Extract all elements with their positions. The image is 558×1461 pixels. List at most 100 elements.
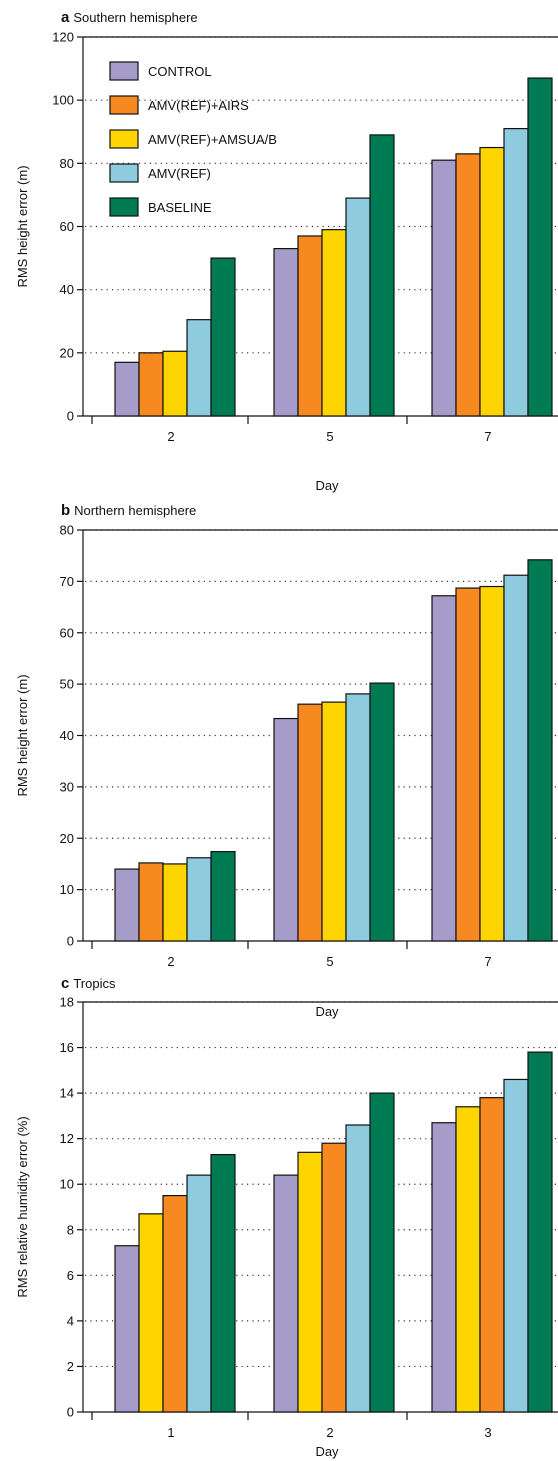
panel-title: c Tropics — [61, 975, 116, 992]
x-tick-label: 3 — [484, 1425, 491, 1440]
bar — [527, 559, 553, 942]
y-axis-title: RMS relative humidity error (%) — [15, 1116, 30, 1297]
legend-label: AMV(REF)+AMSUA/B — [148, 132, 277, 147]
y-tick-label: 16 — [60, 1040, 74, 1055]
y-tick-label: 0 — [67, 1405, 74, 1420]
bar — [114, 868, 140, 942]
bar — [503, 1078, 529, 1413]
panel-a: a Southern hemisphere 0 20 40 60 80 100 120 2 5 7 Da… — [15, 9, 558, 493]
x-axis-title: Day — [315, 478, 339, 493]
bar — [138, 1213, 164, 1413]
bar — [297, 235, 323, 417]
bar — [273, 717, 299, 942]
y-tick-label: 120 — [52, 30, 74, 45]
legend-label: AMV(REF) — [148, 166, 211, 181]
panel-title: a Southern hemisphere — [61, 9, 198, 26]
y-tick-label: 6 — [67, 1268, 74, 1283]
panel-title-text: Northern hemisphere — [74, 503, 196, 518]
y-tick-label: 20 — [60, 831, 74, 846]
bar — [431, 595, 457, 942]
x-tick-label: 5 — [326, 429, 333, 444]
panel-letter: c — [61, 975, 69, 992]
bar — [455, 1106, 481, 1413]
y-axis-title: RMS height error (m) — [15, 674, 30, 796]
bar — [527, 77, 553, 417]
y-tick-label: 0 — [67, 409, 74, 424]
y-tick-label: 10 — [60, 882, 74, 897]
y-tick-label: 4 — [67, 1313, 74, 1328]
bar — [321, 1142, 347, 1413]
bar — [455, 587, 481, 942]
legend-label: AMV(REF)+AIRS — [148, 98, 249, 113]
bar — [455, 153, 481, 417]
x-tick-label: 7 — [484, 954, 491, 969]
bar — [186, 1174, 212, 1413]
bar — [138, 352, 164, 417]
bar — [162, 863, 188, 942]
legend: CONTROL AMV(REF)+AIRS AMV(REF)+AMSUA/B AMV(… — [109, 61, 277, 217]
bar — [479, 585, 505, 942]
legend-label: CONTROL — [148, 64, 212, 79]
x-tick-label: 2 — [167, 429, 174, 444]
y-tick-label: 20 — [60, 345, 74, 360]
y-tick-label: 10 — [60, 1177, 74, 1192]
bar — [479, 1097, 505, 1413]
bar — [369, 682, 395, 942]
y-tick-label: 70 — [60, 574, 74, 589]
y-tick-label: 60 — [60, 219, 74, 234]
bar — [503, 127, 529, 417]
bar — [114, 361, 140, 417]
bar — [162, 1195, 188, 1413]
bar — [369, 134, 395, 417]
bar — [431, 159, 457, 417]
bar — [527, 1051, 553, 1413]
bar — [345, 693, 371, 942]
x-tick-label: 2 — [326, 1425, 333, 1440]
y-tick-label: 2 — [67, 1359, 74, 1374]
bar — [186, 857, 212, 942]
y-tick-label: 18 — [60, 995, 74, 1010]
legend-label: BASELINE — [148, 200, 212, 215]
y-tick-label: 60 — [60, 625, 74, 640]
bar — [162, 350, 188, 417]
bar — [321, 229, 347, 417]
bar — [321, 701, 347, 942]
bar — [369, 1092, 395, 1413]
y-tick-label: 14 — [60, 1086, 74, 1101]
bar — [114, 1245, 140, 1413]
bar — [273, 1174, 299, 1413]
bar — [186, 319, 212, 417]
bar — [210, 851, 236, 942]
x-tick-label: 1 — [167, 1425, 174, 1440]
y-tick-label: 80 — [60, 523, 74, 538]
y-tick-label: 8 — [67, 1222, 74, 1237]
bar — [210, 257, 236, 417]
bar — [297, 1151, 323, 1413]
x-axis-title: Day — [315, 1004, 339, 1019]
legend-swatch — [109, 163, 139, 183]
x-tick-label: 5 — [326, 954, 333, 969]
panel-title-text: Tropics — [73, 976, 116, 991]
y-tick-label: 40 — [60, 728, 74, 743]
legend-swatch — [109, 61, 139, 81]
bar — [345, 1124, 371, 1413]
y-tick-label: 50 — [60, 677, 74, 692]
y-tick-label: 40 — [60, 282, 74, 297]
panel-title: b Northern hemisphere — [61, 502, 196, 519]
bar — [479, 146, 505, 417]
y-tick-label: 30 — [60, 779, 74, 794]
panel-letter: b — [61, 502, 70, 519]
panel-b: b Northern hemisphere 0 10 20 30 40 50 60 70 80 2 5 7… — [15, 502, 558, 1019]
bar — [210, 1154, 236, 1413]
legend-swatch — [109, 197, 139, 217]
bar — [138, 862, 164, 942]
panel-title-text: Southern hemisphere — [73, 10, 197, 25]
bar — [297, 703, 323, 942]
y-axis-title: RMS height error (m) — [15, 165, 30, 287]
x-axis-title: Day — [315, 1444, 339, 1459]
x-tick-label: 2 — [167, 954, 174, 969]
y-tick-label: 80 — [60, 156, 74, 171]
bar — [345, 197, 371, 417]
bar — [273, 248, 299, 417]
